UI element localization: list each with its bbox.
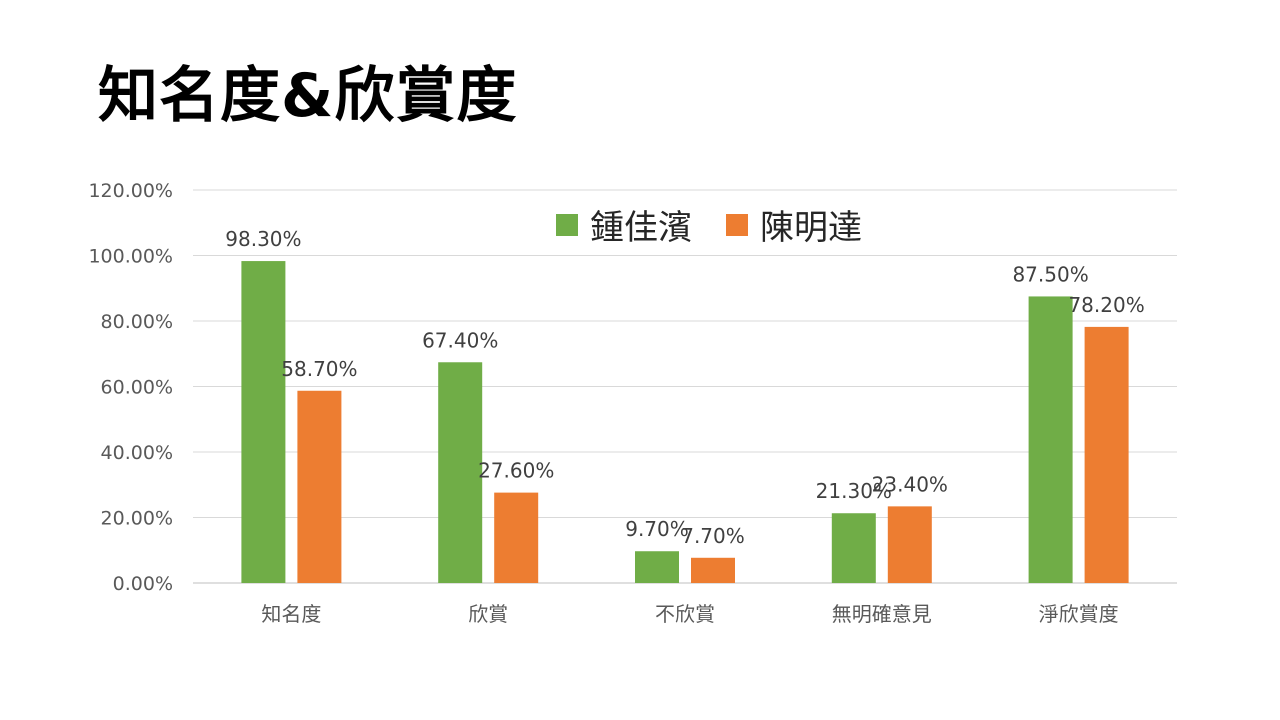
y-tick-label: 80.00% bbox=[101, 311, 173, 333]
legend-label-series-1: 鍾佳濱 bbox=[590, 208, 692, 248]
x-tick-label: 知名度 bbox=[261, 602, 321, 626]
data-label: 27.60% bbox=[478, 459, 554, 483]
legend-swatch-series-2 bbox=[726, 213, 748, 236]
data-label: 21.30% bbox=[816, 479, 892, 503]
y-tick-label: 120.00% bbox=[88, 180, 173, 202]
x-tick-label: 不欣賞 bbox=[655, 602, 715, 626]
x-tick-label: 欣賞 bbox=[468, 602, 508, 626]
x-tick-label: 淨欣賞度 bbox=[1039, 602, 1119, 626]
data-label: 9.70% bbox=[625, 517, 689, 541]
data-label: 87.50% bbox=[1012, 262, 1088, 286]
data-label: 23.40% bbox=[872, 472, 948, 496]
bar-1-3 bbox=[635, 551, 679, 583]
y-tick-label: 0.00% bbox=[113, 573, 173, 595]
bar-2-2 bbox=[494, 492, 539, 583]
bar-1-2 bbox=[438, 362, 483, 583]
legend-item-series-2: 陳明達 bbox=[726, 200, 862, 249]
y-tick-label: 60.00% bbox=[101, 377, 173, 399]
bar-2-1 bbox=[297, 390, 342, 583]
data-label: 98.30% bbox=[225, 227, 301, 251]
bar-2-4 bbox=[887, 506, 932, 583]
y-tick-label: 40.00% bbox=[101, 442, 173, 464]
chart-legend: 鍾佳濱 陳明達 bbox=[556, 200, 896, 249]
legend-swatch-series-1 bbox=[556, 213, 578, 236]
y-tick-label: 100.00% bbox=[88, 246, 173, 268]
bar-1-4 bbox=[831, 513, 876, 583]
x-tick-label: 無明確意見 bbox=[832, 602, 932, 626]
data-label: 7.70% bbox=[681, 524, 745, 548]
page-title: 知名度&欣賞度 bbox=[98, 61, 518, 131]
bar-1-5 bbox=[1028, 296, 1073, 583]
bar-2-3 bbox=[691, 557, 735, 583]
bar-1-1 bbox=[241, 261, 286, 583]
legend-label-series-2: 陳明達 bbox=[760, 208, 862, 248]
bar-2-5 bbox=[1084, 326, 1129, 583]
data-label: 78.20% bbox=[1068, 293, 1144, 317]
legend-item-series-1: 鍾佳濱 bbox=[556, 200, 692, 249]
data-label: 67.40% bbox=[422, 328, 498, 352]
y-tick-label: 20.00% bbox=[101, 508, 173, 530]
data-label: 58.70% bbox=[281, 357, 357, 381]
